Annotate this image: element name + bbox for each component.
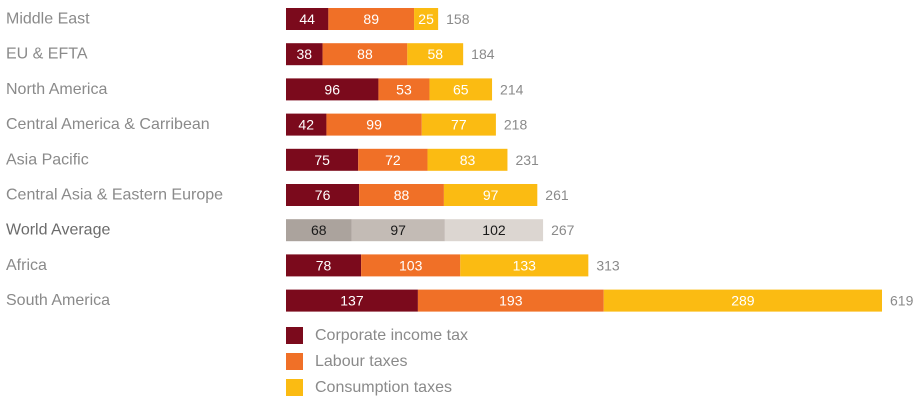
segment-value-label: 88 (357, 46, 373, 62)
segment-value-label: 83 (460, 152, 476, 168)
segment-value-label: 76 (315, 187, 331, 203)
segment-value-label: 58 (427, 46, 443, 62)
segment-value-label: 137 (340, 293, 364, 309)
bar-segment (286, 148, 359, 171)
total-value-label: 261 (545, 187, 569, 203)
bar-segment (286, 43, 323, 66)
legend-label: Consumption taxes (315, 379, 452, 396)
segment-value-label: 88 (394, 187, 410, 203)
segment-value-label: 42 (298, 117, 314, 133)
total-value-label: 313 (596, 257, 620, 273)
legend: Corporate income tax Labour taxes Consumpt… (286, 327, 468, 396)
category-label: Central America & Carribean (6, 116, 210, 133)
segment-value-label: 72 (385, 152, 401, 168)
segment-value-label: 44 (299, 11, 315, 27)
segment-value-label: 65 (453, 81, 469, 97)
bar-segment (443, 184, 538, 206)
total-value-label: 214 (500, 81, 524, 97)
bar-segment (359, 184, 444, 206)
segment-value-label: 25 (418, 11, 434, 27)
legend-swatch (286, 379, 303, 396)
segment-value-label: 68 (311, 222, 327, 238)
bar-segment (421, 113, 496, 136)
legend-label: Labour taxes (315, 353, 408, 370)
bar-segment (603, 289, 882, 312)
segment-value-label: 289 (731, 293, 755, 309)
segment-value-label: 99 (366, 117, 382, 133)
segment-value-label: 77 (451, 117, 467, 133)
category-label: EU & EFTA (6, 46, 88, 63)
bar-segment (378, 78, 430, 101)
segment-value-label: 97 (483, 187, 499, 203)
category-label: Asia Pacific (6, 151, 89, 168)
bar-segment (444, 219, 544, 242)
category-label: World Average (6, 222, 110, 239)
bar-segment (429, 78, 493, 101)
segment-value-label: 75 (314, 152, 330, 168)
bar-segment (322, 43, 408, 66)
total-value-label: 158 (446, 11, 470, 27)
bar-segment (286, 254, 362, 277)
segment-value-label: 89 (363, 11, 379, 27)
bar-segment (460, 254, 589, 277)
segment-value-label: 97 (390, 222, 406, 238)
bar-segment (351, 219, 445, 242)
bars-layer: Middle East 44 89 25 158 EU & EFTA 38 88 58 184 No… (6, 8, 913, 312)
bar-segment (328, 8, 415, 30)
segment-value-label: 53 (396, 81, 412, 97)
segment-value-label: 102 (482, 222, 506, 238)
bar-segment (414, 8, 439, 30)
bar-segment (361, 254, 461, 277)
bar-segment (286, 8, 329, 30)
segment-value-label: 38 (297, 46, 313, 62)
bar-segment (286, 289, 418, 312)
bar-segment (286, 78, 379, 101)
category-label: South America (6, 292, 110, 309)
bar-segment (358, 148, 428, 171)
bar-segment (326, 113, 422, 136)
category-label: Central Asia & Eastern Europe (6, 187, 223, 204)
bar-segment (286, 113, 327, 136)
bar-segment (427, 148, 508, 171)
category-label: North America (6, 81, 107, 98)
category-label: Middle East (6, 11, 90, 28)
segment-value-label: 96 (324, 81, 340, 97)
bar-segment (286, 184, 360, 206)
total-value-label: 619 (890, 293, 913, 309)
total-value-label: 218 (504, 117, 528, 133)
total-value-label: 231 (515, 152, 539, 168)
legend-label: Corporate income tax (315, 327, 468, 344)
category-label: Africa (6, 257, 47, 274)
bar-segment (417, 289, 604, 312)
segment-value-label: 133 (513, 257, 537, 273)
bar-segment (407, 43, 464, 66)
legend-swatch (286, 327, 303, 344)
segment-value-label: 78 (316, 257, 332, 273)
bar-segment (286, 219, 352, 242)
segment-value-label: 193 (499, 293, 523, 309)
legend-swatch (286, 353, 303, 370)
total-value-label: 267 (551, 222, 575, 238)
segment-value-label: 103 (399, 257, 423, 273)
total-value-label: 184 (471, 46, 495, 62)
